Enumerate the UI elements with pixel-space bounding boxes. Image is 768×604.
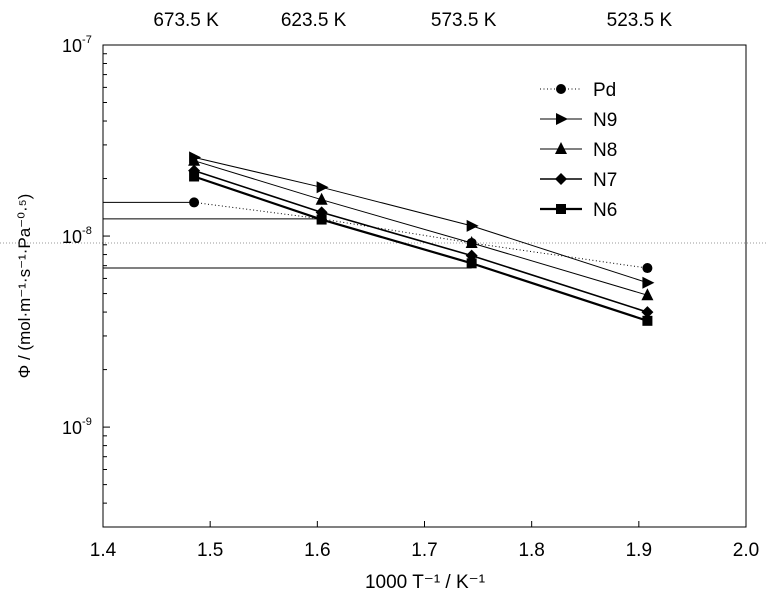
- y-tick-label: 10-9: [62, 416, 92, 438]
- data-point-n6: [189, 171, 200, 182]
- x-tick-label: 1.5: [197, 540, 223, 561]
- x-tick-label: 2.0: [733, 540, 759, 561]
- data-point-n6: [316, 214, 327, 225]
- data-point-n9: [466, 219, 479, 232]
- x-tick-label: 1.9: [626, 540, 652, 561]
- series-line-n7: [193, 169, 648, 313]
- top-axis-label: 673.5 K: [153, 10, 219, 31]
- y-axis-title: Φ / (mol·m⁻¹·s⁻¹·Pa⁻⁰·⁵): [15, 194, 34, 379]
- series-markers: [188, 151, 655, 326]
- top-axis-label: 523.5 K: [607, 10, 673, 31]
- top-axis-label: 573.5 K: [431, 10, 497, 31]
- legend: Pd N9 N8 N7 N6: [540, 80, 617, 221]
- y-axis: 10-9 10-8 10-7: [62, 34, 110, 528]
- x-tick-label: 1.6: [304, 540, 330, 561]
- x-axis: 1.4 1.5 1.6 1.7 1.8 1.9 2.0: [90, 521, 759, 561]
- data-point-n8: [465, 235, 478, 248]
- legend-label: N7: [593, 170, 617, 191]
- data-point-n6: [466, 258, 477, 269]
- top-axis-label: 623.5 K: [281, 10, 347, 31]
- data-point-pd: [642, 263, 653, 274]
- x-axis-title: 1000 T⁻¹ / K⁻¹: [365, 572, 485, 593]
- legend-label: N6: [593, 200, 617, 221]
- y-tick-label: 10-7: [62, 34, 92, 56]
- reference-lines: [0, 201, 766, 269]
- legend-marker: [556, 204, 566, 214]
- x-tick-label: 1.4: [90, 540, 117, 561]
- data-point-n7: [641, 306, 654, 319]
- legend-marker: [556, 113, 568, 125]
- data-point-n7: [465, 249, 478, 262]
- series-line-n9: [193, 156, 648, 284]
- data-point-n8: [315, 192, 328, 205]
- x-tick-label: 1.7: [411, 540, 437, 561]
- data-point-n9: [316, 181, 329, 194]
- data-point-n6: [642, 315, 653, 326]
- plot-frame: [102, 44, 747, 528]
- legend-label: N8: [593, 140, 617, 161]
- series-lines: [193, 156, 648, 322]
- x-tick-label: 1.8: [518, 540, 544, 561]
- legend-marker: [556, 84, 566, 94]
- data-point-n9: [642, 276, 655, 289]
- legend-marker: [555, 173, 567, 185]
- legend-label: Pd: [593, 80, 616, 101]
- data-point-pd: [189, 197, 200, 208]
- top-axis: 673.5 K 623.5 K 573.5 K 523.5 K: [153, 10, 672, 31]
- data-point-n8: [188, 153, 201, 166]
- series-line-n6: [193, 175, 648, 322]
- y-tick-label: 10-8: [62, 225, 92, 247]
- series-line-n8: [193, 160, 648, 296]
- data-point-n8: [641, 288, 654, 301]
- legend-marker: [555, 142, 567, 154]
- legend-label: N9: [593, 110, 617, 131]
- series-line-pd: [194, 201, 648, 269]
